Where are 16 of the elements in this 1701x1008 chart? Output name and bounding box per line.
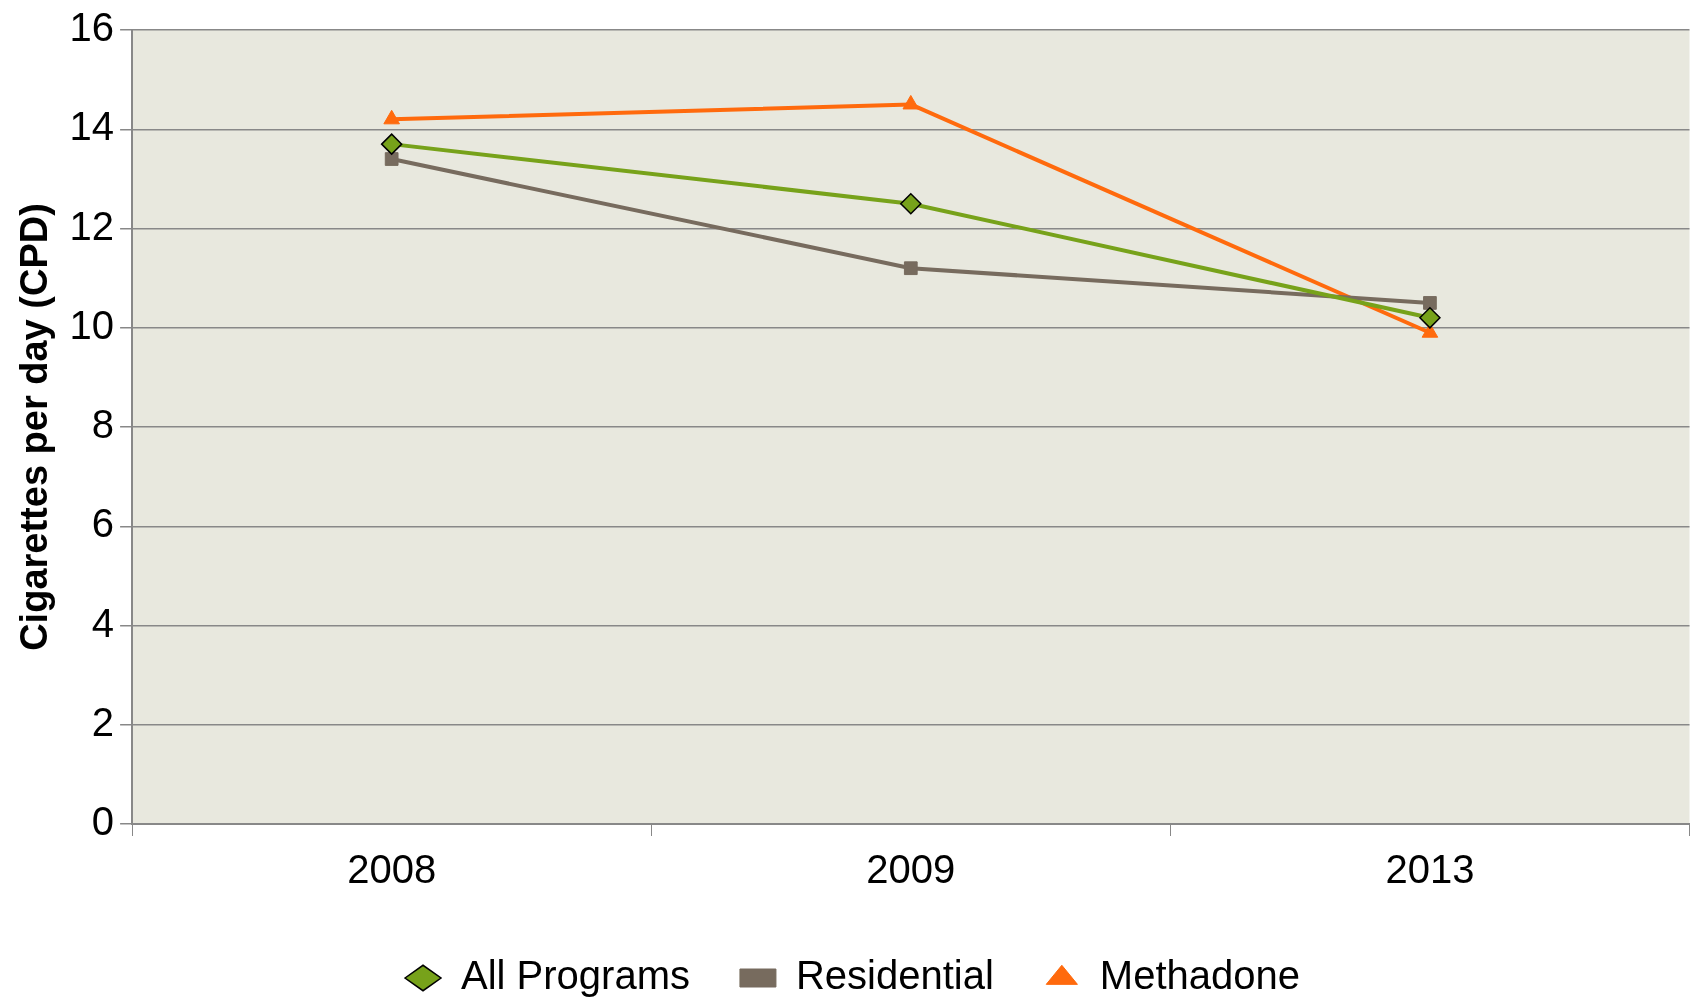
y-tick-label: 2 (91, 699, 115, 744)
y-tick-label: 16 (69, 5, 115, 50)
x-tick-label: 2013 (1385, 847, 1475, 892)
y-tick-label: 12 (69, 203, 115, 248)
y-tick-label: 6 (91, 501, 115, 546)
legend-label: Methadone (1099, 953, 1300, 998)
y-tick-label: 0 (91, 799, 115, 844)
x-tick-label: 2009 (866, 847, 956, 892)
y-tick-label: 14 (69, 104, 115, 149)
legend-label: Residential (795, 953, 994, 998)
y-tick-label: 8 (91, 402, 115, 447)
y-tick-label: 4 (91, 600, 115, 645)
legend-label: All Programs (461, 953, 690, 998)
y-tick-label: 10 (69, 302, 115, 347)
x-tick-label: 2008 (347, 847, 437, 892)
y-axis-title: Cigarettes per day (CPD) (13, 203, 56, 651)
